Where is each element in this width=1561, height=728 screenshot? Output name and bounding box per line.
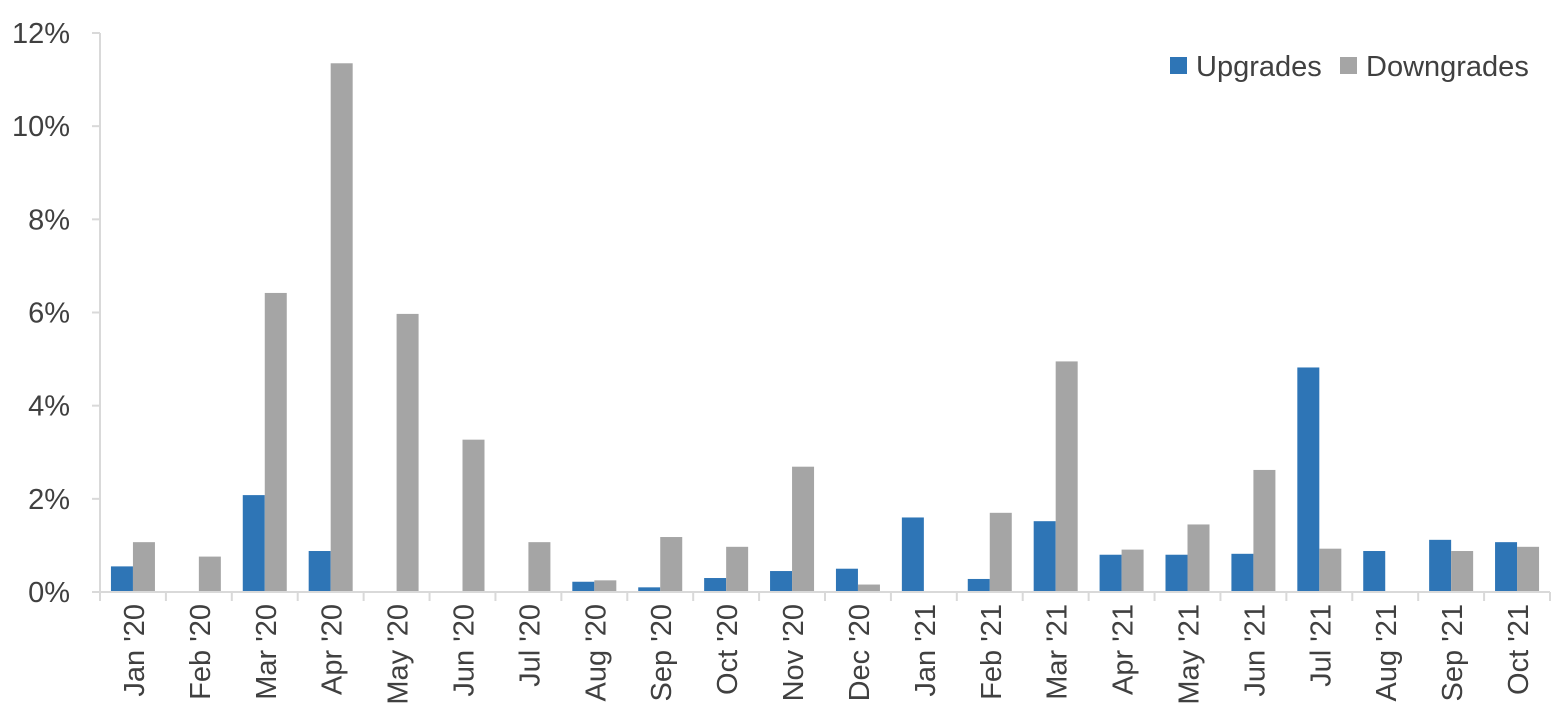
bar-upgrades <box>901 517 924 592</box>
x-tick-label: Mar '21 <box>1042 604 1074 700</box>
bar-downgrades <box>1451 551 1474 592</box>
bar-downgrades <box>1517 546 1540 592</box>
x-tick-label: Aug '20 <box>580 604 612 701</box>
bar-downgrades <box>1187 524 1210 592</box>
bar-upgrades <box>1165 554 1188 592</box>
x-tick-label: Feb '21 <box>976 604 1008 700</box>
bar-downgrades <box>198 556 221 592</box>
bar-upgrades <box>242 495 265 592</box>
bars-group <box>110 63 1540 592</box>
bar-upgrades <box>770 571 793 592</box>
bar-upgrades <box>572 581 595 592</box>
legend-label-upgrades: Upgrades <box>1196 51 1322 83</box>
bar-upgrades <box>967 578 990 592</box>
x-tick-label: Apr '20 <box>317 604 349 695</box>
bar-downgrades <box>594 580 617 592</box>
bar-downgrades <box>792 466 815 592</box>
x-tick-label: Mar '20 <box>251 604 283 700</box>
x-tick-label: May '20 <box>383 604 415 705</box>
legend-label-downgrades: Downgrades <box>1366 51 1529 83</box>
y-tick-label: 4% <box>28 391 70 423</box>
bar-downgrades <box>1121 549 1144 592</box>
y-tick-label: 8% <box>28 204 70 236</box>
x-tick-label: Jan '20 <box>119 604 151 697</box>
bar-downgrades <box>1055 361 1078 592</box>
bar-downgrades <box>660 537 683 592</box>
x-tick-label: Dec '20 <box>844 604 876 701</box>
y-axis: 0% 2% 4% 6% 8% 10% 12% <box>12 18 101 609</box>
bar-downgrades <box>857 584 880 592</box>
bar-downgrades <box>132 542 155 592</box>
bar-upgrades <box>1099 554 1122 592</box>
y-tick-label: 0% <box>28 577 70 609</box>
legend-swatch-upgrades <box>1170 57 1187 74</box>
bar-downgrades <box>1253 469 1276 592</box>
x-tick-label: Sep '20 <box>646 604 678 701</box>
bar-downgrades <box>264 292 287 592</box>
x-tick-label: Oct '21 <box>1503 604 1535 695</box>
bar-downgrades <box>330 63 353 592</box>
x-tick-label: Jul '20 <box>514 604 546 687</box>
legend: Upgrades Downgrades <box>1170 51 1529 83</box>
bar-downgrades <box>462 439 485 592</box>
bar-upgrades <box>1297 367 1320 592</box>
bar-upgrades <box>638 587 661 592</box>
x-tick-label: Feb '20 <box>185 604 217 700</box>
bar-upgrades <box>308 551 331 592</box>
x-tick-label: Jun '20 <box>449 604 481 697</box>
bar-downgrades <box>1319 548 1342 592</box>
bar-upgrades <box>835 568 858 592</box>
x-tick-label: Jul '21 <box>1305 604 1337 687</box>
x-tick-label: Apr '21 <box>1108 604 1140 695</box>
x-tick-label: Jan '21 <box>910 604 942 697</box>
bar-upgrades <box>1363 551 1386 592</box>
x-tick-label: Aug '21 <box>1371 604 1403 701</box>
bar-upgrades <box>1033 521 1056 592</box>
bar-downgrades <box>726 546 749 592</box>
bar-upgrades <box>704 578 727 592</box>
legend-swatch-downgrades <box>1340 57 1357 74</box>
x-tick-label: May '21 <box>1174 604 1206 705</box>
bar-upgrades <box>110 566 133 592</box>
y-tick-label: 10% <box>12 111 70 143</box>
bar-upgrades <box>1231 553 1254 592</box>
x-tick-label: Oct '20 <box>712 604 744 695</box>
y-tick-label: 6% <box>28 298 70 330</box>
bar-upgrades <box>1429 539 1452 592</box>
bar-downgrades <box>528 542 551 592</box>
x-tick-label: Nov '20 <box>778 604 810 701</box>
bar-downgrades <box>396 313 419 592</box>
x-tick-label: Sep '21 <box>1437 604 1469 701</box>
x-axis: Jan '20 Feb '20 Mar '20 Apr '20 May '20 Jun '… <box>99 591 1551 705</box>
x-tick-label: Jun '21 <box>1239 604 1271 697</box>
bar-downgrades <box>989 512 1012 592</box>
bar-upgrades <box>1495 542 1518 592</box>
y-tick-label: 2% <box>28 484 70 516</box>
y-tick-label: 12% <box>12 18 70 50</box>
